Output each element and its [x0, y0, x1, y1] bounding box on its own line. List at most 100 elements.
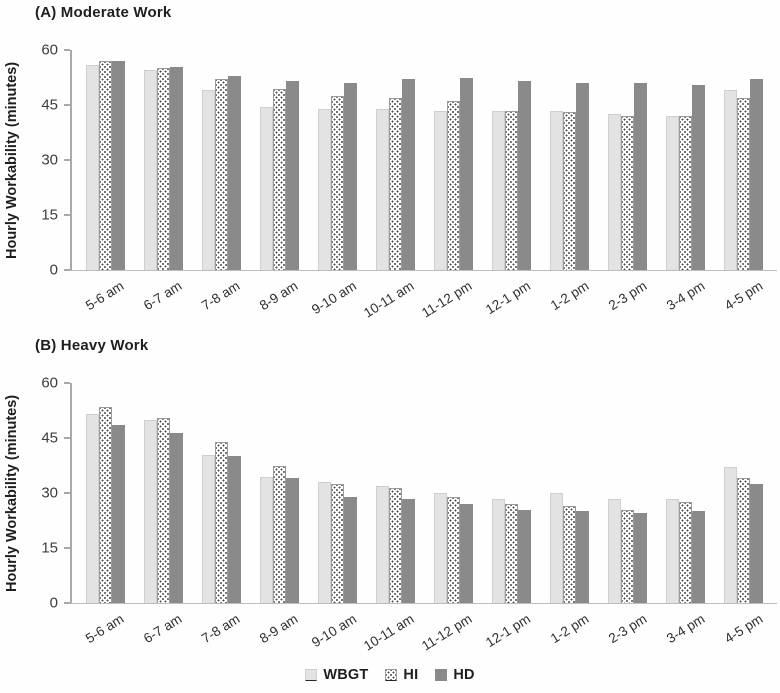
- bar-group: 8-9 am: [250, 465, 308, 646]
- wbgt-swatch-icon: [305, 669, 318, 681]
- legend-label-hi: HI: [403, 667, 419, 683]
- bar-hd: [518, 509, 532, 603]
- y-tick-label: 60: [41, 374, 58, 392]
- bar-hi: [621, 116, 635, 270]
- bar-hi: [621, 509, 635, 603]
- bar-hi: [272, 88, 286, 270]
- x-tick-label: 1-2 pm: [547, 278, 592, 314]
- bar-group: 10-11 am: [361, 79, 424, 321]
- legend: WBGT HI HD: [0, 667, 780, 683]
- bar-wbgt: [317, 482, 331, 603]
- bar-hi: [214, 441, 228, 603]
- y-tick-mark: [64, 602, 70, 604]
- bar-group: 4-5 pm: [715, 79, 773, 313]
- y-tick-mark: [64, 382, 70, 384]
- bar-hi: [98, 61, 112, 270]
- bar-hi: [679, 116, 693, 270]
- bar-wbgt: [666, 498, 680, 603]
- x-tick-label: 8-9 am: [257, 611, 301, 647]
- bar-hd: [750, 79, 764, 270]
- bar-wbgt: [201, 90, 215, 270]
- bar-hi: [737, 478, 751, 603]
- y-tick-mark: [64, 437, 70, 439]
- x-tick-label: 11-12 pm: [419, 611, 475, 654]
- bar-hi: [330, 95, 344, 270]
- bar-hi: [447, 496, 460, 603]
- bar-group: 3-4 pm: [657, 84, 715, 313]
- x-tick-label: 7-8 am: [199, 611, 243, 647]
- chart-title-heavy: (B) Heavy Work: [35, 337, 149, 354]
- y-axis-title: Hourly Workability (minutes): [4, 61, 20, 260]
- legend-label-hd: HD: [453, 667, 475, 683]
- bar-wbgt: [724, 90, 738, 270]
- bar-wbgt: [375, 108, 389, 270]
- bar-wbgt: [201, 454, 215, 603]
- bar-hd: [460, 77, 473, 270]
- bar-hd: [227, 456, 241, 603]
- x-tick-label: 1-2 pm: [547, 611, 592, 647]
- x-tick-label: 8-9 am: [257, 278, 301, 314]
- bar-wbgt: [375, 485, 389, 603]
- y-tick-label: 45: [41, 429, 58, 447]
- bar-group: 7-8 am: [192, 441, 250, 646]
- x-tick-label: 6-7 am: [140, 278, 185, 314]
- bar-group: 8-9 am: [250, 81, 308, 313]
- bar-hi: [214, 79, 228, 270]
- legend-item-hd: HD: [435, 667, 474, 683]
- chart-heavy-work: (B) Heavy Work Hourly Workability (minut…: [0, 333, 780, 666]
- bar-wbgt: [550, 110, 564, 270]
- y-tick-label: 45: [41, 96, 58, 114]
- bar-group: 10-11 am: [361, 485, 424, 654]
- bar-hd: [576, 83, 590, 270]
- x-tick-label: 9-10 am: [308, 611, 359, 651]
- x-tick-label: 5-6 am: [82, 611, 127, 647]
- bar-hi: [388, 97, 402, 270]
- bar-hd: [692, 84, 706, 270]
- y-tick-label: 0: [49, 261, 58, 279]
- y-tick-label: 30: [41, 484, 58, 502]
- bar-wbgt: [608, 114, 622, 270]
- bar-group: 5-6 am: [76, 406, 134, 646]
- legend-label-wbgt: WBGT: [323, 667, 369, 683]
- plot-area-moderate: 0 15 30 45 60 5-6 am 6-7 am 7-8 am 8-9 am 9-10 am…: [41, 43, 777, 321]
- bar-group: 12-1 pm: [483, 81, 541, 317]
- bar-group: 7-8 am: [192, 75, 250, 313]
- bar-hd: [750, 483, 764, 603]
- bar-groups: 5-6 am 6-7 am 7-8 am 8-9 am 9-10 am 10-11 am 1…: [72, 383, 777, 654]
- bar-hd: [285, 478, 299, 603]
- bar-hi: [272, 465, 286, 603]
- bar-hi: [679, 502, 693, 603]
- x-tick-label: 10-11 am: [361, 278, 417, 321]
- bar-group: 2-3 pm: [599, 498, 657, 646]
- bar-hd: [576, 511, 590, 603]
- bar-hi: [156, 417, 170, 603]
- y-tick-label: 15: [41, 539, 58, 557]
- bar-groups: 5-6 am 6-7 am 7-8 am 8-9 am 9-10 am 10-11 am 1…: [72, 50, 777, 321]
- bar-hi: [505, 110, 519, 270]
- bar-wbgt: [143, 70, 157, 270]
- bar-wbgt: [143, 419, 157, 603]
- bar-group: 9-10 am: [308, 482, 366, 650]
- bar-hd: [401, 498, 415, 603]
- x-tick-label: 5-6 am: [82, 278, 127, 314]
- bar-hd: [460, 504, 473, 603]
- bar-hd: [111, 61, 125, 270]
- bar-hd: [227, 75, 241, 270]
- bar-hd: [634, 513, 648, 603]
- bar-wbgt: [434, 493, 447, 603]
- y-tick-mark: [64, 492, 70, 494]
- y-tick-mark: [64, 49, 70, 51]
- bar-hi: [388, 487, 402, 603]
- bar-group: 2-3 pm: [599, 83, 657, 313]
- y-tick-label: 60: [41, 41, 58, 59]
- bar-hi: [505, 504, 519, 603]
- bar-group: 1-2 pm: [541, 493, 599, 646]
- bar-group: 1-2 pm: [541, 83, 599, 313]
- bar-group: 6-7 am: [134, 417, 192, 646]
- x-tick-label: 9-10 am: [308, 278, 359, 318]
- bar-group: 11-12 pm: [419, 493, 482, 654]
- bar-group: 4-5 pm: [715, 467, 773, 646]
- bar-wbgt: [608, 498, 622, 603]
- x-tick-label: 3-4 pm: [663, 611, 708, 647]
- hi-swatch-icon: [385, 669, 398, 681]
